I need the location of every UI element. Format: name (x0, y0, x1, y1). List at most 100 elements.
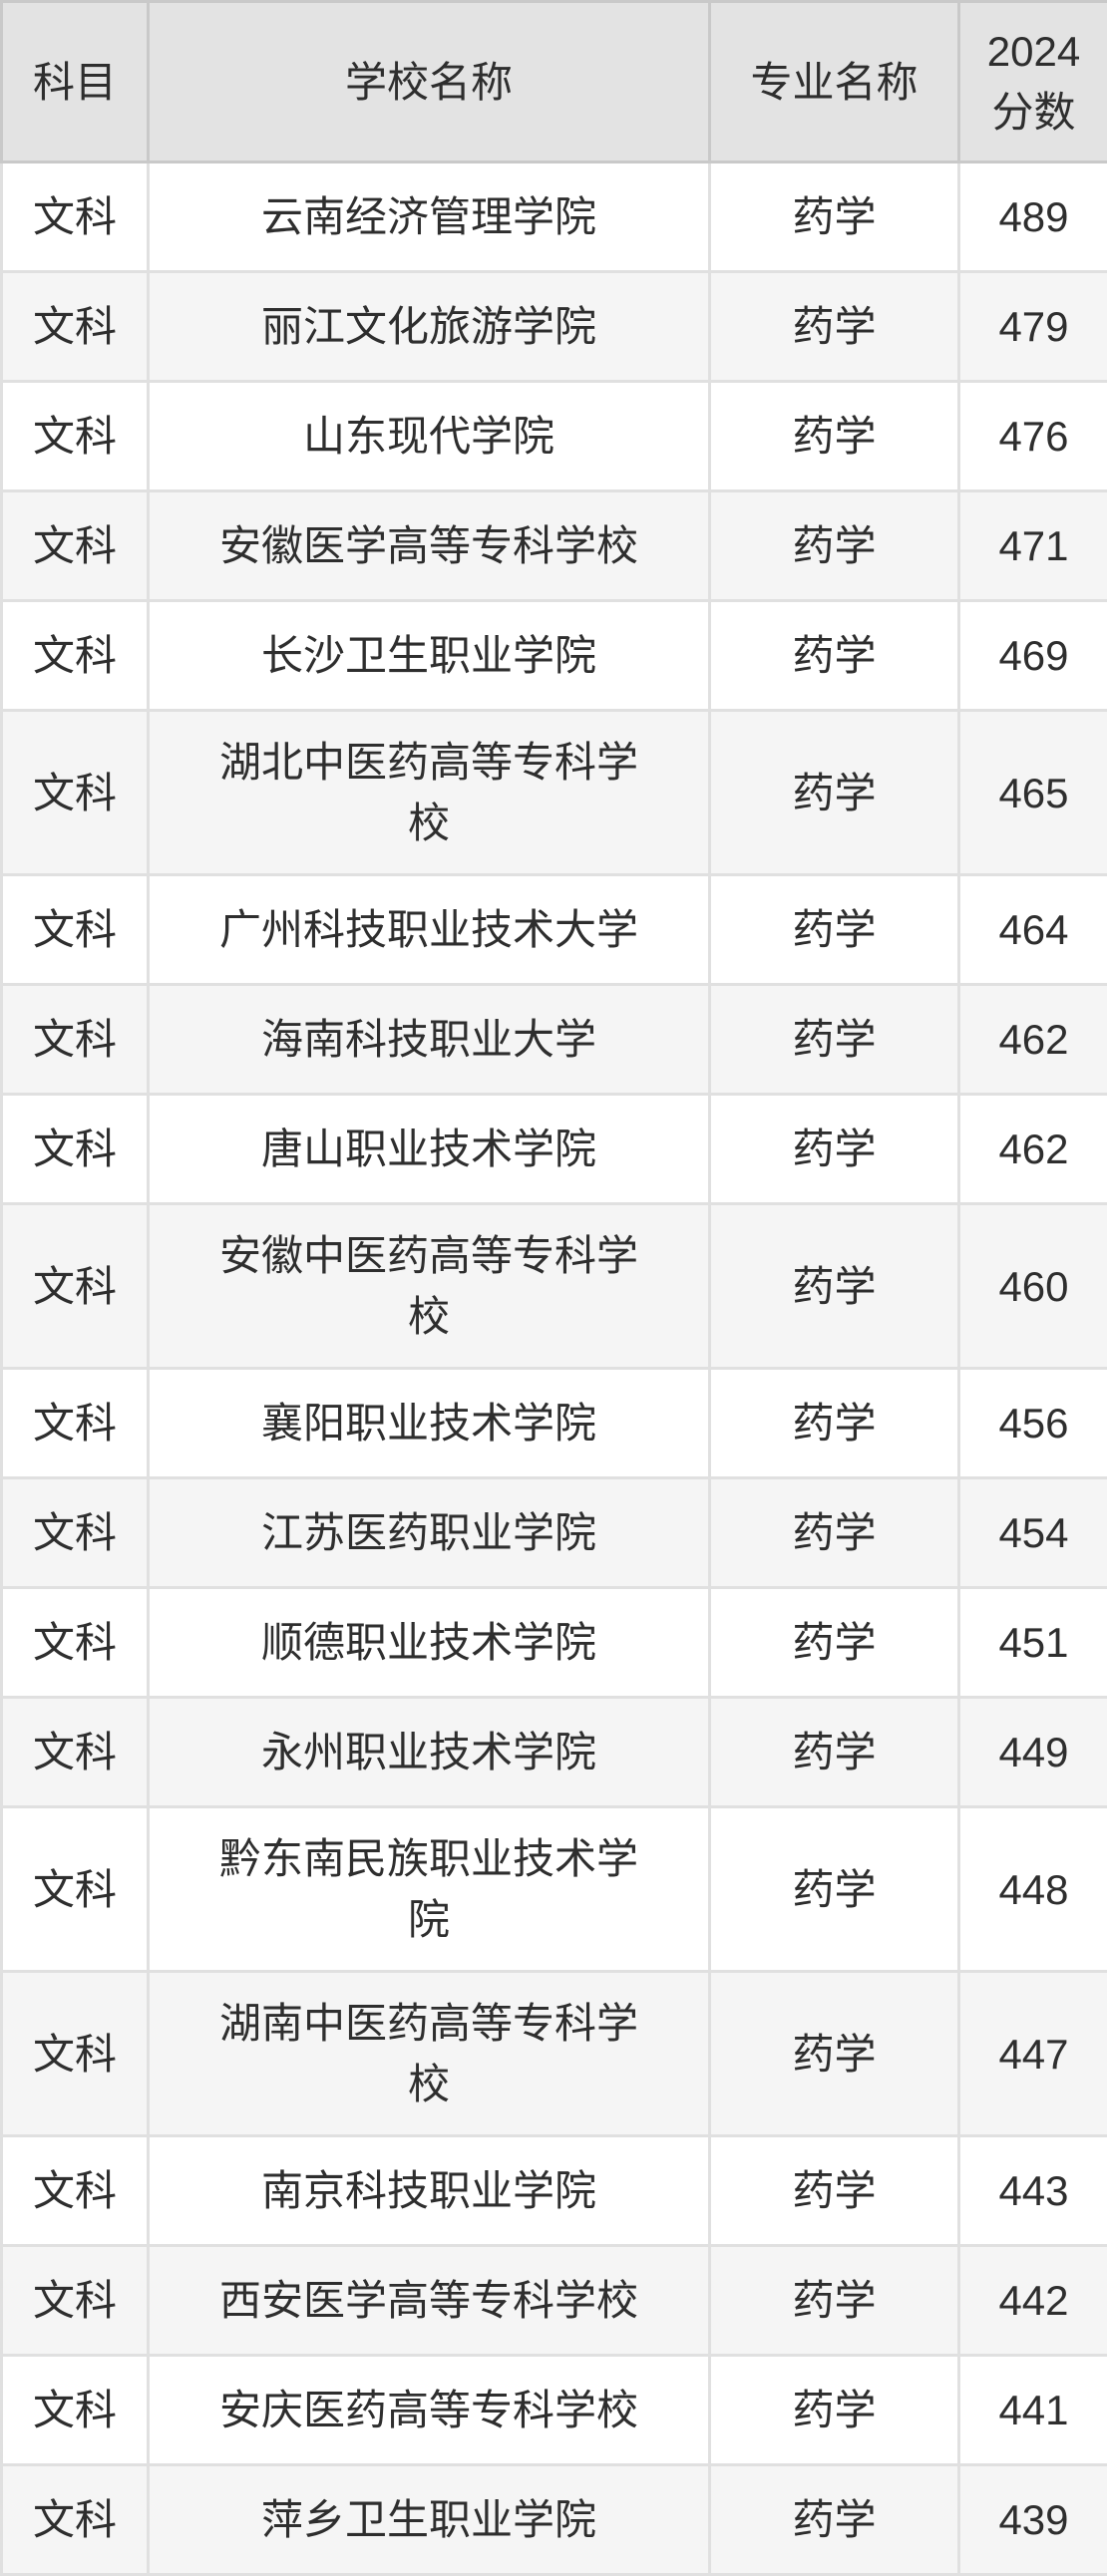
major-cell: 药学 (710, 1369, 959, 1478)
score-cell: 449 (959, 1698, 1107, 1807)
score-cell: 462 (959, 985, 1107, 1095)
subject-cell: 文科 (2, 601, 149, 711)
school-cell: 襄阳职业技术学院 (149, 1369, 710, 1478)
subject-cell: 文科 (2, 1698, 149, 1807)
major-cell: 药学 (710, 491, 959, 601)
score-cell: 441 (959, 2356, 1107, 2465)
table-header: 科目 学校名称 专业名称 2024分数 (2, 2, 1107, 162)
score-cell: 443 (959, 2136, 1107, 2246)
major-cell: 药学 (710, 1972, 959, 2136)
score-cell: 451 (959, 1588, 1107, 1698)
score-cell: 471 (959, 491, 1107, 601)
table-row: 文科 丽江文化旅游学院 药学 479 (2, 272, 1107, 382)
subject-cell: 文科 (2, 1095, 149, 1204)
table-row: 文科 山东现代学院 药学 476 (2, 382, 1107, 491)
col-header-major: 专业名称 (710, 2, 959, 162)
col-header-school: 学校名称 (149, 2, 710, 162)
table-row: 文科 南京科技职业学院 药学 443 (2, 2136, 1107, 2246)
major-cell: 药学 (710, 2356, 959, 2465)
major-cell: 药学 (710, 382, 959, 491)
subject-cell: 文科 (2, 2356, 149, 2465)
table-row: 文科 黔东南民族职业技术学院 药学 448 (2, 1807, 1107, 1972)
subject-cell: 文科 (2, 875, 149, 985)
table-row: 文科 安庆医药高等专科学校 药学 441 (2, 2356, 1107, 2465)
subject-cell: 文科 (2, 162, 149, 272)
subject-cell: 文科 (2, 985, 149, 1095)
school-cell: 海南科技职业大学 (149, 985, 710, 1095)
subject-cell: 文科 (2, 272, 149, 382)
school-cell: 丽江文化旅游学院 (149, 272, 710, 382)
school-cell: 安庆医药高等专科学校 (149, 2356, 710, 2465)
score-cell: 476 (959, 382, 1107, 491)
subject-cell: 文科 (2, 2246, 149, 2356)
header-row: 科目 学校名称 专业名称 2024分数 (2, 2, 1107, 162)
score-cell: 479 (959, 272, 1107, 382)
major-cell: 药学 (710, 875, 959, 985)
table-row: 文科 萍乡卫生职业学院 药学 439 (2, 2465, 1107, 2575)
table-row: 文科 云南经济管理学院 药学 489 (2, 162, 1107, 272)
major-cell: 药学 (710, 272, 959, 382)
major-cell: 药学 (710, 711, 959, 875)
major-cell: 药学 (710, 1095, 959, 1204)
subject-cell: 文科 (2, 2136, 149, 2246)
table-row: 文科 安徽中医药高等专科学校 药学 460 (2, 1204, 1107, 1369)
table-row: 文科 湖南中医药高等专科学校 药学 447 (2, 1972, 1107, 2136)
school-cell: 安徽医学高等专科学校 (149, 491, 710, 601)
school-cell: 长沙卫生职业学院 (149, 601, 710, 711)
score-cell: 447 (959, 1972, 1107, 2136)
major-cell: 药学 (710, 1204, 959, 1369)
table-row: 文科 唐山职业技术学院 药学 462 (2, 1095, 1107, 1204)
score-cell: 464 (959, 875, 1107, 985)
school-cell: 江苏医药职业学院 (149, 1478, 710, 1588)
table-row: 文科 湖北中医药高等专科学校 药学 465 (2, 711, 1107, 875)
major-cell: 药学 (710, 985, 959, 1095)
subject-cell: 文科 (2, 382, 149, 491)
score-cell: 442 (959, 2246, 1107, 2356)
school-cell: 黔东南民族职业技术学院 (149, 1807, 710, 1972)
score-cell: 439 (959, 2465, 1107, 2575)
major-cell: 药学 (710, 1588, 959, 1698)
score-cell: 462 (959, 1095, 1107, 1204)
table-row: 文科 江苏医药职业学院 药学 454 (2, 1478, 1107, 1588)
subject-cell: 文科 (2, 491, 149, 601)
school-cell: 山东现代学院 (149, 382, 710, 491)
table-row: 文科 永州职业技术学院 药学 449 (2, 1698, 1107, 1807)
score-cell: 448 (959, 1807, 1107, 1972)
school-cell: 湖南中医药高等专科学校 (149, 1972, 710, 2136)
table-row: 文科 海南科技职业大学 药学 462 (2, 985, 1107, 1095)
col-header-score: 2024分数 (959, 2, 1107, 162)
score-cell: 465 (959, 711, 1107, 875)
school-cell: 广州科技职业技术大学 (149, 875, 710, 985)
subject-cell: 文科 (2, 1588, 149, 1698)
school-cell: 安徽中医药高等专科学校 (149, 1204, 710, 1369)
major-cell: 药学 (710, 162, 959, 272)
school-cell: 唐山职业技术学院 (149, 1095, 710, 1204)
school-cell: 萍乡卫生职业学院 (149, 2465, 710, 2575)
school-cell: 永州职业技术学院 (149, 1698, 710, 1807)
subject-cell: 文科 (2, 1204, 149, 1369)
table-row: 文科 顺德职业技术学院 药学 451 (2, 1588, 1107, 1698)
subject-cell: 文科 (2, 1369, 149, 1478)
table-body: 文科 云南经济管理学院 药学 489 文科 丽江文化旅游学院 药学 479 文科… (2, 162, 1107, 2575)
subject-cell: 文科 (2, 711, 149, 875)
major-cell: 药学 (710, 1478, 959, 1588)
subject-cell: 文科 (2, 1807, 149, 1972)
score-cell: 456 (959, 1369, 1107, 1478)
major-cell: 药学 (710, 1807, 959, 1972)
major-cell: 药学 (710, 2465, 959, 2575)
school-cell: 南京科技职业学院 (149, 2136, 710, 2246)
subject-cell: 文科 (2, 1972, 149, 2136)
score-cell: 469 (959, 601, 1107, 711)
table-row: 文科 广州科技职业技术大学 药学 464 (2, 875, 1107, 985)
major-cell: 药学 (710, 2246, 959, 2356)
subject-cell: 文科 (2, 1478, 149, 1588)
table-row: 文科 长沙卫生职业学院 药学 469 (2, 601, 1107, 711)
score-cell: 460 (959, 1204, 1107, 1369)
major-cell: 药学 (710, 601, 959, 711)
school-cell: 云南经济管理学院 (149, 162, 710, 272)
table-row: 文科 安徽医学高等专科学校 药学 471 (2, 491, 1107, 601)
major-cell: 药学 (710, 1698, 959, 1807)
table-row: 文科 襄阳职业技术学院 药学 456 (2, 1369, 1107, 1478)
table-row: 文科 西安医学高等专科学校 药学 442 (2, 2246, 1107, 2356)
